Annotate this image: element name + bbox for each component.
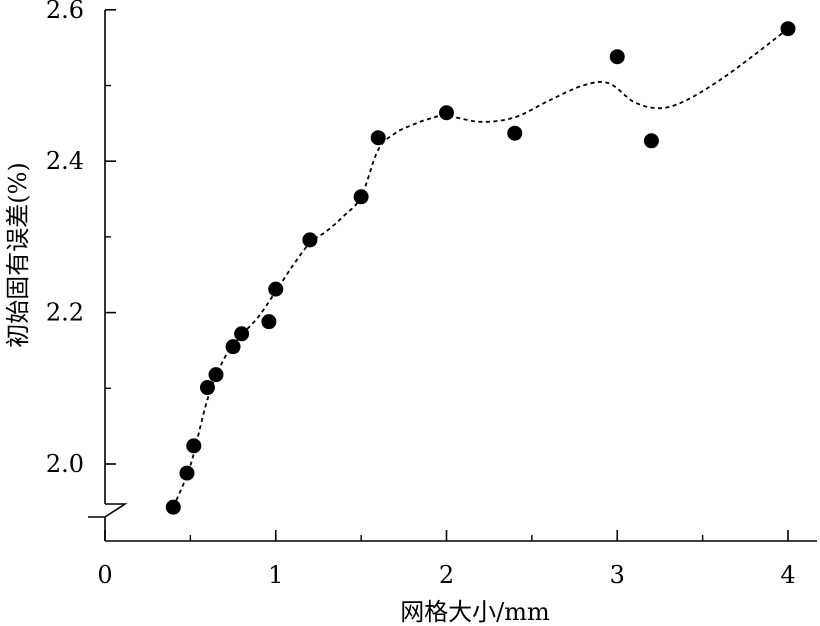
data-point: [234, 326, 250, 342]
y-tick-label: 2.0: [46, 450, 84, 478]
x-tick-label: 0: [97, 561, 112, 589]
x-axis-title: 网格大小/mm: [400, 598, 550, 626]
data-point: [208, 367, 224, 383]
data-point: [507, 125, 523, 141]
y-axis-break-mark: [88, 503, 128, 518]
data-point: [353, 189, 369, 205]
data-point: [302, 232, 318, 248]
axes: [88, 9, 817, 542]
x-tick-label: 4: [780, 561, 795, 589]
data-point: [186, 438, 202, 454]
y-tick-label: 2.2: [46, 299, 84, 327]
data-point: [261, 314, 277, 330]
trend-curve: [172, 27, 789, 508]
x-tick-label: 2: [439, 561, 454, 589]
data-point: [780, 21, 796, 37]
data-point: [179, 465, 195, 481]
data-point: [268, 281, 284, 297]
y-tick-label: 2.4: [46, 147, 84, 175]
data-point: [609, 49, 625, 65]
data-point: [370, 130, 386, 146]
data-point: [199, 380, 215, 396]
data-point: [165, 499, 181, 515]
data-point: [225, 339, 241, 355]
y-tick-label: 2.6: [46, 0, 84, 24]
data-point: [643, 133, 659, 149]
data-point: [439, 105, 454, 121]
plot-area: [165, 21, 796, 515]
x-tick-label: 3: [610, 561, 625, 589]
x-tick-label: 1: [268, 561, 283, 589]
y-axis-title: 初始固有误差(%): [4, 162, 32, 348]
tick-labels: 2.0 2.2 2.4 2.6 0 1 2 3 4: [46, 0, 796, 589]
